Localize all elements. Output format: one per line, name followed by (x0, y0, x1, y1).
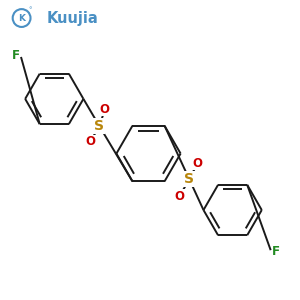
Text: S: S (184, 172, 194, 186)
Text: O: O (100, 103, 110, 116)
Text: O: O (85, 136, 95, 148)
Text: S: S (94, 119, 104, 133)
Text: °: ° (29, 8, 32, 14)
Text: O: O (175, 190, 185, 202)
Text: F: F (272, 245, 280, 258)
Text: F: F (12, 49, 20, 62)
Text: O: O (193, 157, 202, 170)
Text: Kuujia: Kuujia (47, 11, 99, 26)
Text: K: K (18, 14, 25, 22)
